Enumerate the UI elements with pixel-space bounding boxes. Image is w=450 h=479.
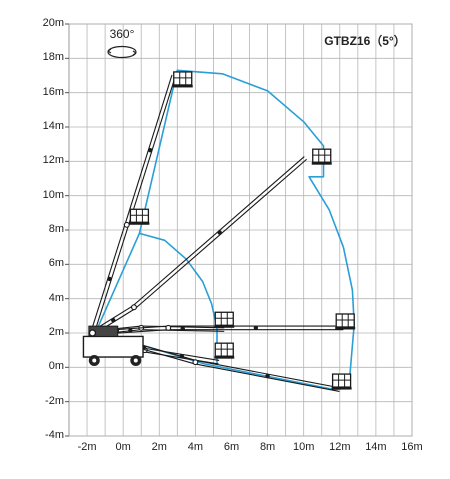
y-tick-label: 12m: [42, 154, 64, 167]
wheel-hub: [133, 358, 138, 363]
basket-floor: [172, 84, 193, 88]
x-tick-label: 10m: [292, 441, 315, 453]
platform-basket-icon: [311, 148, 332, 165]
basket-floor: [335, 326, 356, 330]
boom-knuckle: [165, 324, 172, 331]
boom-upper-horizontal-far: [168, 325, 344, 331]
boom-joint: [148, 147, 153, 153]
boom-joint: [107, 276, 112, 282]
x-tick-label: 14m: [365, 441, 387, 453]
envelope-outer-line: [95, 69, 356, 391]
y-tick-label: -4m: [45, 429, 64, 441]
boom-joint: [128, 328, 133, 333]
basket-floor: [311, 162, 332, 165]
boom-joint: [180, 326, 185, 331]
x-tick-label: 2m: [151, 441, 167, 453]
y-tick-label: 8m: [48, 223, 64, 235]
wheel-hub: [92, 358, 97, 363]
boom-upper-mid-outreach: [132, 156, 308, 310]
platform-baskets: [129, 71, 356, 390]
y-tick-label: 6m: [48, 257, 64, 270]
x-tick-label: 6m: [223, 441, 240, 453]
platform-basket-icon: [214, 342, 235, 359]
boom-joint: [253, 325, 259, 331]
y-tick-label: 10m: [42, 188, 64, 201]
basket-floor: [331, 387, 352, 390]
turntable: [88, 325, 119, 337]
boom-joint: [217, 230, 222, 235]
y-tick-label: 20m: [42, 17, 64, 29]
boom-knuckle: [131, 304, 137, 311]
model-title: GTBZ16（5°）: [324, 34, 406, 48]
y-tick-label: 0m: [48, 360, 64, 373]
y-tick-label: 16m: [42, 85, 64, 98]
boom-knuckle: [192, 359, 199, 366]
chassis: [82, 335, 144, 358]
boom-upper-horizontal-near: [141, 325, 225, 332]
boom-joint: [111, 317, 116, 323]
y-tick-label: 18m: [42, 51, 64, 64]
x-tick-label: 16m: [401, 441, 423, 453]
platform-basket-icon: [331, 373, 352, 390]
basket-floor: [129, 222, 150, 225]
y-tick-label: 14m: [42, 120, 64, 132]
boom-upper-max-height: [124, 74, 176, 226]
platform-basket-icon: [335, 313, 356, 330]
y-tick-label: 2m: [48, 326, 64, 338]
x-tick-label: 0m: [115, 441, 131, 453]
aerial-work-platform-icon: [82, 325, 144, 366]
platform-basket-icon: [172, 71, 193, 88]
rotation-label: 360°: [109, 27, 135, 41]
platform-basket-icon: [129, 208, 150, 225]
x-tick-label: 12m: [329, 441, 351, 453]
y-tick-label: -2m: [45, 394, 64, 407]
boom-upper-below-far: [194, 359, 341, 392]
x-tick-label: -2m: [77, 441, 97, 453]
basket-floor: [214, 356, 235, 359]
rotation-ellipse-icon: [107, 45, 137, 59]
grid: [65, 23, 413, 437]
x-tick-label: 8m: [259, 441, 276, 453]
x-tick-label: 4m: [187, 441, 203, 453]
basket-floor: [214, 325, 235, 328]
platform-basket-icon: [214, 311, 235, 328]
boom-pivot: [88, 329, 97, 337]
y-tick-label: 4m: [48, 291, 64, 304]
boom-knuckle: [123, 221, 130, 228]
boom-lower-max-height: [90, 224, 130, 334]
boom-joint: [265, 373, 270, 379]
